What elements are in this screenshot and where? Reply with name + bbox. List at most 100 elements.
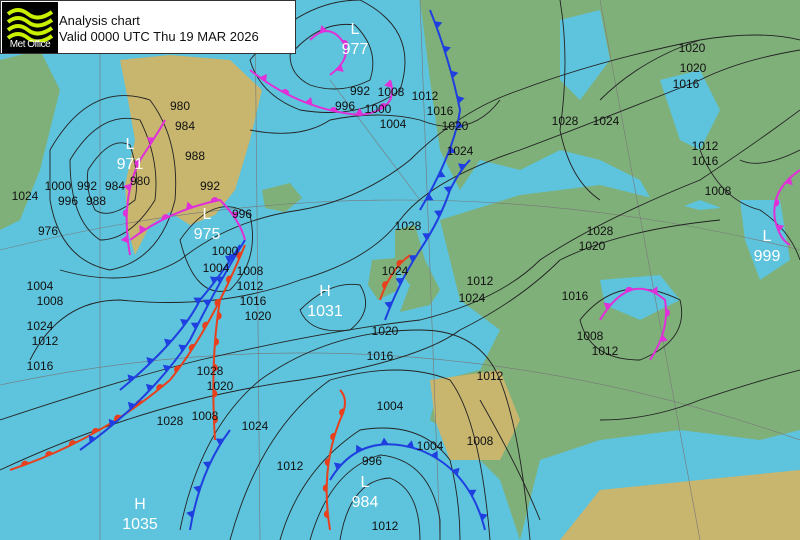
- cold-front-triangle: [186, 201, 194, 210]
- met-office-logo: Met Office: [2, 2, 58, 53]
- isobar-line: [0, 219, 721, 471]
- isobar-label: 1012: [692, 139, 719, 153]
- cold-front-triangle: [468, 489, 477, 497]
- centre-pressure: 971: [117, 156, 144, 173]
- cold-front-south: [189, 429, 231, 531]
- warm-front-semicircle: [665, 308, 670, 317]
- cold-front-triangle: [193, 485, 202, 494]
- centre-type: L: [351, 21, 360, 38]
- grid-line: [419, 0, 441, 540]
- warm-front-semicircle: [225, 275, 232, 284]
- warm-front-semicircle: [379, 103, 388, 110]
- isobar-label: 1008: [192, 409, 219, 423]
- isobar-label: 1008: [37, 294, 64, 308]
- isobar-label: 1028: [552, 114, 579, 128]
- centre-type: L: [361, 474, 370, 491]
- isobar-label: 984: [175, 119, 195, 133]
- centre-type: H: [134, 496, 146, 513]
- centre-type: L: [763, 228, 772, 245]
- isobar-line: [249, 0, 406, 113]
- isobar-label: 1012: [477, 369, 504, 383]
- cold-front-triangle: [146, 356, 155, 365]
- warm-front-semicircle: [330, 432, 336, 441]
- cold-front-triangle: [380, 437, 389, 445]
- cold-front-low-984: [329, 443, 486, 531]
- cold-front-triangle: [202, 299, 211, 307]
- cold-front-triangle: [335, 64, 344, 72]
- cold-front-triangle: [127, 374, 136, 383]
- cold-front-triangle: [333, 462, 342, 471]
- chart-title: Analysis chart: [59, 13, 140, 28]
- cold-front-triangle: [162, 364, 171, 373]
- warm-front-semicircle: [210, 197, 219, 203]
- isobar-label: 1000: [365, 102, 392, 116]
- cold-front-north-sea: [419, 9, 462, 211]
- isobar-label: 980: [130, 174, 150, 188]
- warm-front-semicircle: [91, 428, 100, 434]
- pressure-centre-high: H 1031: [307, 283, 343, 320]
- isobar-line: [229, 369, 491, 540]
- isobar-label: 1020: [679, 41, 706, 55]
- pressure-centre-low: L 984: [352, 474, 379, 511]
- isobar-label: 988: [185, 149, 205, 163]
- cold-front-triangle: [430, 450, 438, 459]
- isobar-label: 1012: [412, 89, 439, 103]
- isobar-label: 1012: [277, 459, 304, 473]
- centre-pressure: 1031: [307, 303, 343, 320]
- warm-front-semicircle: [174, 365, 181, 373]
- warm-front-semicircle: [382, 281, 388, 289]
- centre-pressure: 1035: [122, 516, 158, 533]
- isobar-line: [599, 34, 800, 101]
- cold-front-triangle: [434, 21, 443, 29]
- isobar-label: 1020: [372, 324, 399, 338]
- cold-front-triangle: [180, 318, 189, 327]
- isobar-label: 1020: [579, 239, 606, 253]
- cold-front-triangle: [659, 334, 668, 343]
- cold-front-triangle: [479, 513, 488, 521]
- isobar-label: 992: [77, 179, 97, 193]
- warm-front-semicircle: [214, 337, 220, 346]
- warm-front-semicircle: [114, 414, 122, 421]
- isobar-label: 976: [38, 224, 58, 238]
- isobar-label: 1016: [692, 154, 719, 168]
- cold-front-triangle: [448, 146, 456, 154]
- grid-line: [254, 0, 261, 540]
- isobar-line: [479, 399, 541, 521]
- isobar-label: 1028: [587, 224, 614, 238]
- warm-front-semicircle: [134, 158, 141, 167]
- warm-front-semicircle: [202, 321, 209, 330]
- cold-front-triangle: [784, 177, 793, 186]
- isobar-label: 1020: [442, 119, 469, 133]
- iceland: [262, 183, 302, 212]
- isobar-label: 1016: [240, 294, 267, 308]
- cold-front-triangle: [355, 444, 364, 453]
- isobar-label: 1004: [417, 439, 444, 453]
- warm-front-semicircle: [329, 107, 338, 112]
- cold-front-triangle: [123, 183, 132, 192]
- logo-text: Met Office: [9, 39, 51, 50]
- cold-front-triangle: [164, 338, 172, 347]
- isobar-label: 984: [105, 179, 125, 193]
- isobar-label: 1020: [207, 379, 234, 393]
- cold-front-triangle: [406, 440, 415, 449]
- isobar-line: [299, 283, 367, 332]
- caspian: [740, 200, 790, 280]
- cold-front-triangle: [422, 233, 431, 241]
- cold-front-triangle: [456, 95, 465, 104]
- centre-type: L: [203, 206, 212, 223]
- isobar-label: 1024: [459, 291, 486, 305]
- cold-front-triangle: [776, 224, 785, 232]
- isobar-label: 1012: [32, 334, 59, 348]
- isobar-label: 1016: [673, 77, 700, 91]
- occluded-front-black-sea: [599, 287, 667, 361]
- isobar-label: 1012: [467, 274, 494, 288]
- cold-front-triangle: [456, 121, 464, 130]
- north-africa: [560, 470, 800, 540]
- centre-type: L: [126, 136, 135, 153]
- pressure-centre-high: H 1035: [122, 496, 158, 533]
- warm-front-semicircle: [339, 408, 345, 417]
- cold-front-triangle: [384, 301, 393, 309]
- cold-front-triangle: [603, 302, 612, 311]
- warm-front-semicircle: [68, 440, 77, 446]
- isobar-label: 1016: [427, 104, 454, 118]
